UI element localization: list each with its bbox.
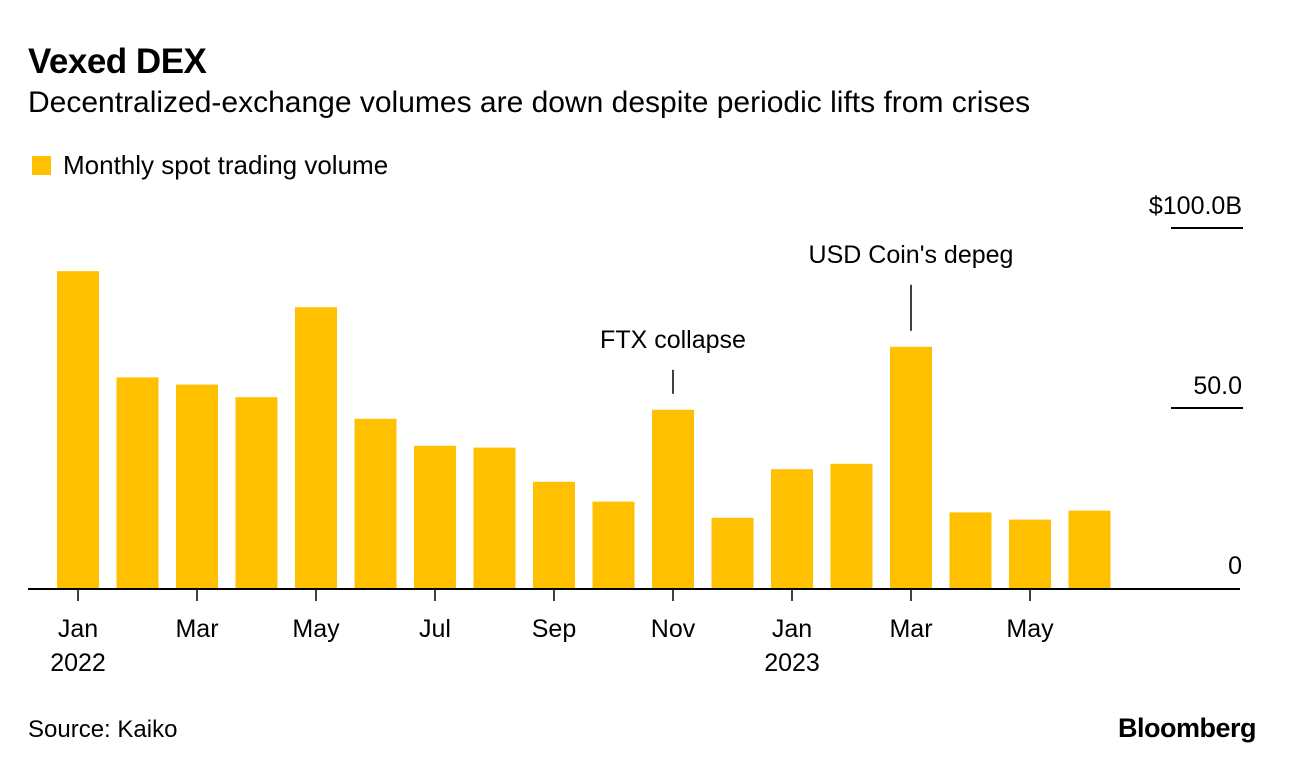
y-tick-label: $100.0B bbox=[1149, 192, 1242, 220]
x-tick-label: Mar bbox=[175, 615, 218, 643]
bar bbox=[830, 463, 873, 588]
bar bbox=[473, 447, 516, 588]
bar bbox=[771, 469, 813, 588]
x-tick-label: Mar bbox=[889, 615, 932, 643]
bar bbox=[711, 517, 754, 588]
bar bbox=[414, 445, 456, 588]
bar bbox=[592, 501, 635, 588]
chart-title: Vexed DEX bbox=[28, 42, 207, 81]
bar bbox=[354, 418, 397, 588]
bar bbox=[533, 481, 575, 588]
x-tick-label: Jan bbox=[772, 615, 812, 643]
annotation-label: USD Coin's depeg bbox=[809, 241, 1014, 269]
y-tick-label: 50.0 bbox=[1193, 372, 1242, 400]
x-tick-label: Jul bbox=[419, 615, 451, 643]
x-tick-label: May bbox=[292, 615, 340, 643]
bar bbox=[57, 271, 99, 588]
bar bbox=[949, 512, 992, 588]
bar bbox=[176, 384, 218, 588]
chart-subtitle: Decentralized-exchange volumes are down … bbox=[28, 86, 1031, 119]
brand-logo: Bloomberg bbox=[1117, 713, 1257, 743]
bar bbox=[890, 346, 932, 588]
bar bbox=[116, 377, 159, 588]
x-tick-year-label: 2022 bbox=[50, 649, 106, 677]
bar bbox=[235, 397, 278, 588]
bar bbox=[652, 409, 694, 588]
x-tick-label: Jan bbox=[58, 615, 98, 643]
legend: Monthly spot trading volume bbox=[32, 150, 388, 181]
x-tick-label: May bbox=[1006, 615, 1054, 643]
x-tick-year-label: 2023 bbox=[764, 649, 820, 677]
legend-swatch bbox=[32, 156, 51, 175]
bar bbox=[295, 307, 337, 588]
y-tick-label: 0 bbox=[1228, 552, 1242, 580]
source-note: Source: Kaiko bbox=[28, 716, 178, 743]
bar bbox=[1068, 510, 1111, 588]
x-tick-label: Nov bbox=[651, 615, 696, 643]
bar bbox=[1009, 519, 1051, 588]
annotation-label: FTX collapse bbox=[600, 326, 746, 354]
legend-label: Monthly spot trading volume bbox=[63, 150, 389, 180]
x-tick-label: Sep bbox=[532, 615, 576, 643]
